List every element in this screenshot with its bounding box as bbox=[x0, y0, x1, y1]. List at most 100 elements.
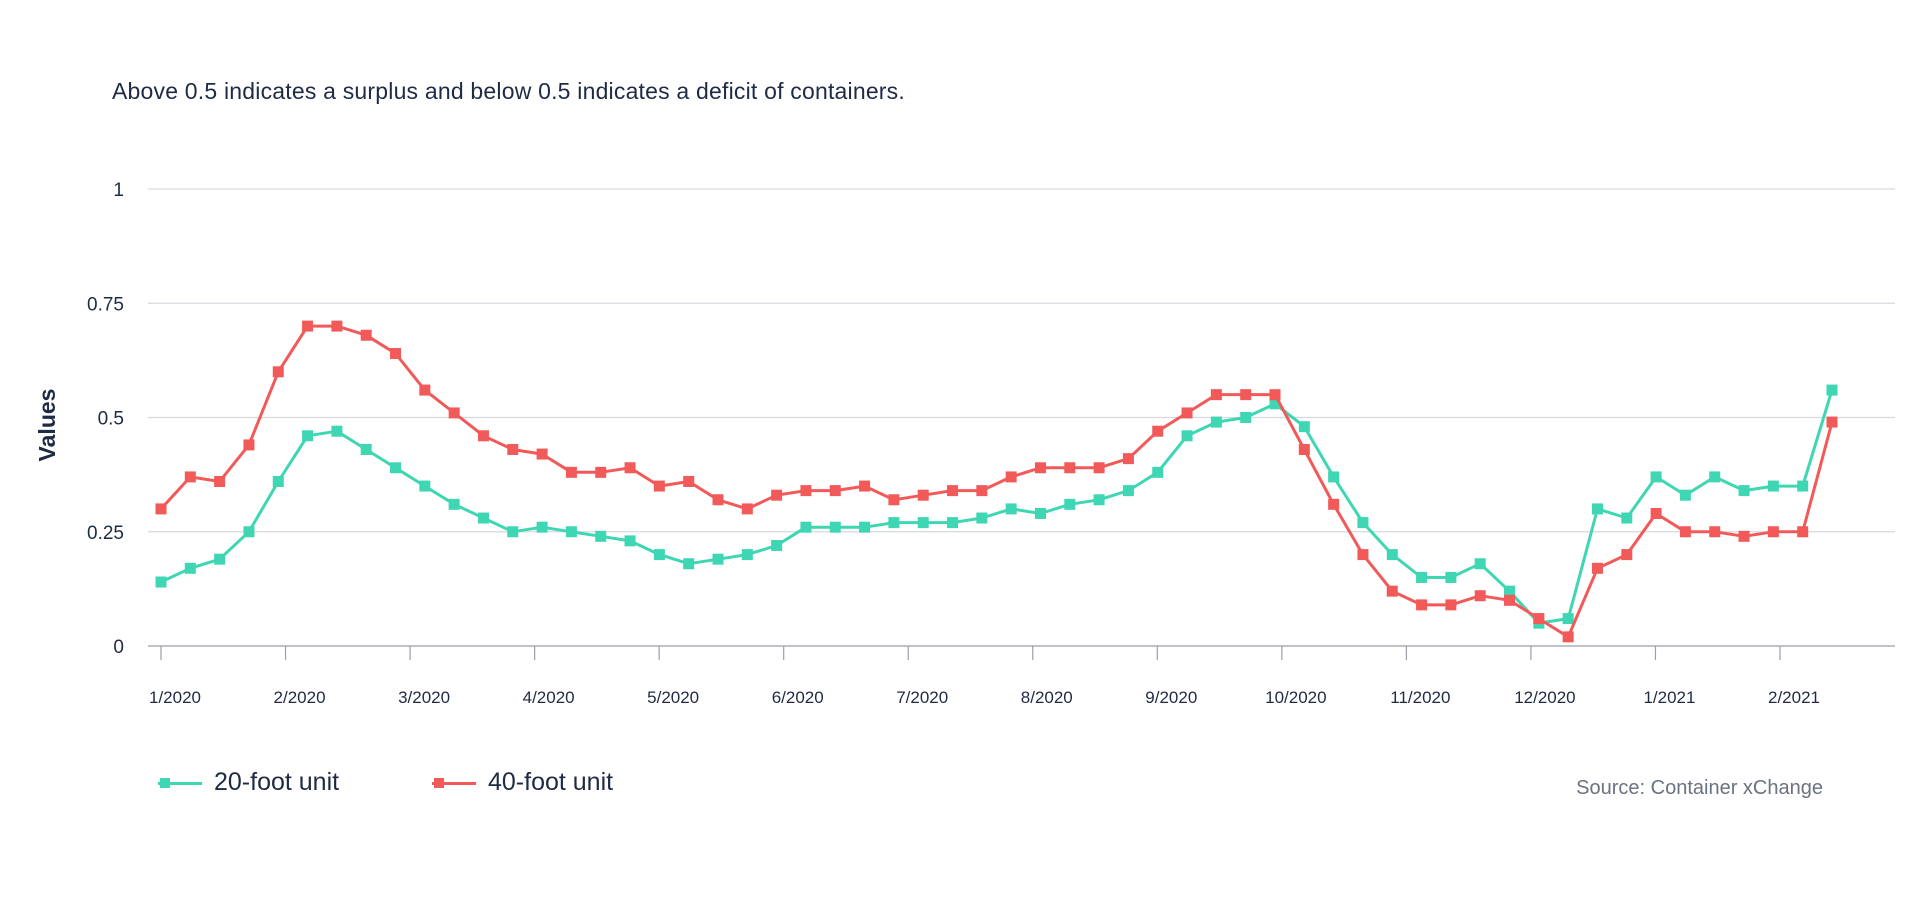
data-point-40-foot[interactable] bbox=[624, 462, 636, 474]
data-point-40-foot[interactable] bbox=[1298, 443, 1310, 455]
data-point-40-foot[interactable] bbox=[1562, 631, 1574, 643]
data-point-40-foot[interactable] bbox=[214, 475, 226, 487]
data-point-20-foot[interactable] bbox=[1767, 480, 1779, 492]
data-point-20-foot[interactable] bbox=[683, 558, 695, 570]
data-point-20-foot[interactable] bbox=[1591, 503, 1603, 515]
data-point-20-foot[interactable] bbox=[1152, 466, 1164, 478]
data-point-40-foot[interactable] bbox=[683, 475, 695, 487]
data-point-40-foot[interactable] bbox=[243, 439, 255, 451]
legend-item-20-foot[interactable]: 20-foot unit bbox=[158, 768, 339, 797]
data-point-20-foot[interactable] bbox=[859, 521, 871, 533]
data-point-20-foot[interactable] bbox=[1709, 471, 1721, 483]
data-point-20-foot[interactable] bbox=[1210, 416, 1222, 428]
data-point-40-foot[interactable] bbox=[1826, 416, 1838, 428]
data-point-20-foot[interactable] bbox=[302, 430, 314, 442]
data-point-40-foot[interactable] bbox=[1445, 599, 1457, 611]
data-point-40-foot[interactable] bbox=[1709, 526, 1721, 538]
data-point-20-foot[interactable] bbox=[917, 517, 929, 529]
data-point-40-foot[interactable] bbox=[1533, 613, 1545, 625]
data-point-20-foot[interactable] bbox=[1298, 421, 1310, 433]
data-point-20-foot[interactable] bbox=[1005, 503, 1017, 515]
data-point-20-foot[interactable] bbox=[1797, 480, 1809, 492]
data-point-40-foot[interactable] bbox=[1034, 462, 1046, 474]
data-point-40-foot[interactable] bbox=[507, 443, 519, 455]
data-point-20-foot[interactable] bbox=[419, 480, 431, 492]
data-point-40-foot[interactable] bbox=[1474, 590, 1486, 602]
data-point-40-foot[interactable] bbox=[1797, 526, 1809, 538]
data-point-40-foot[interactable] bbox=[829, 485, 841, 497]
data-point-20-foot[interactable] bbox=[976, 512, 988, 524]
data-point-20-foot[interactable] bbox=[1181, 430, 1193, 442]
data-point-40-foot[interactable] bbox=[1357, 549, 1369, 561]
data-point-40-foot[interactable] bbox=[565, 466, 577, 478]
data-point-40-foot[interactable] bbox=[1650, 507, 1662, 519]
data-point-40-foot[interactable] bbox=[1386, 585, 1398, 597]
data-point-40-foot[interactable] bbox=[1152, 425, 1164, 437]
data-point-20-foot[interactable] bbox=[390, 462, 402, 474]
data-point-20-foot[interactable] bbox=[360, 443, 372, 455]
data-point-40-foot[interactable] bbox=[360, 329, 372, 341]
data-point-40-foot[interactable] bbox=[155, 503, 167, 515]
data-point-20-foot[interactable] bbox=[712, 553, 724, 565]
data-point-20-foot[interactable] bbox=[184, 562, 196, 574]
data-point-20-foot[interactable] bbox=[1328, 471, 1340, 483]
data-point-20-foot[interactable] bbox=[1034, 507, 1046, 519]
data-point-40-foot[interactable] bbox=[1181, 407, 1193, 419]
data-point-20-foot[interactable] bbox=[947, 517, 959, 529]
data-point-40-foot[interactable] bbox=[888, 494, 900, 506]
data-point-40-foot[interactable] bbox=[1504, 594, 1516, 606]
data-point-20-foot[interactable] bbox=[1679, 489, 1691, 501]
data-point-40-foot[interactable] bbox=[448, 407, 460, 419]
data-point-40-foot[interactable] bbox=[771, 489, 783, 501]
data-point-20-foot[interactable] bbox=[1826, 384, 1838, 396]
data-point-20-foot[interactable] bbox=[1416, 571, 1428, 583]
data-point-20-foot[interactable] bbox=[1240, 412, 1252, 423]
data-point-20-foot[interactable] bbox=[1504, 585, 1516, 597]
data-point-20-foot[interactable] bbox=[888, 517, 900, 529]
data-point-40-foot[interactable] bbox=[1122, 453, 1134, 465]
data-point-40-foot[interactable] bbox=[1093, 462, 1105, 474]
data-point-40-foot[interactable] bbox=[1679, 526, 1691, 538]
data-point-40-foot[interactable] bbox=[976, 485, 988, 497]
data-point-40-foot[interactable] bbox=[302, 320, 314, 332]
data-point-20-foot[interactable] bbox=[214, 553, 226, 565]
data-point-20-foot[interactable] bbox=[448, 498, 460, 510]
data-point-40-foot[interactable] bbox=[390, 348, 402, 360]
data-point-40-foot[interactable] bbox=[1591, 562, 1603, 574]
data-point-40-foot[interactable] bbox=[800, 485, 812, 497]
data-point-20-foot[interactable] bbox=[1269, 398, 1281, 410]
data-point-40-foot[interactable] bbox=[331, 320, 343, 332]
data-point-20-foot[interactable] bbox=[800, 521, 812, 533]
data-point-40-foot[interactable] bbox=[653, 480, 665, 492]
data-point-40-foot[interactable] bbox=[1328, 498, 1340, 510]
data-point-40-foot[interactable] bbox=[477, 430, 489, 442]
data-point-20-foot[interactable] bbox=[1445, 571, 1457, 583]
data-point-40-foot[interactable] bbox=[1064, 462, 1076, 474]
data-point-20-foot[interactable] bbox=[829, 521, 841, 533]
data-point-40-foot[interactable] bbox=[1767, 526, 1779, 538]
data-point-40-foot[interactable] bbox=[419, 384, 431, 396]
data-point-20-foot[interactable] bbox=[1474, 558, 1486, 570]
data-point-20-foot[interactable] bbox=[1093, 494, 1105, 506]
data-point-40-foot[interactable] bbox=[1210, 389, 1222, 401]
data-point-20-foot[interactable] bbox=[624, 535, 636, 547]
data-point-20-foot[interactable] bbox=[1064, 498, 1076, 510]
data-point-40-foot[interactable] bbox=[712, 494, 724, 506]
legend-item-40-foot[interactable]: 40-foot unit bbox=[432, 768, 613, 797]
data-point-20-foot[interactable] bbox=[1650, 471, 1662, 483]
data-point-20-foot[interactable] bbox=[1562, 613, 1574, 625]
data-point-20-foot[interactable] bbox=[771, 539, 783, 551]
data-point-40-foot[interactable] bbox=[595, 466, 607, 478]
data-point-20-foot[interactable] bbox=[272, 475, 284, 487]
data-point-20-foot[interactable] bbox=[1386, 549, 1398, 561]
data-point-40-foot[interactable] bbox=[1269, 389, 1281, 401]
data-point-40-foot[interactable] bbox=[184, 471, 196, 483]
data-point-20-foot[interactable] bbox=[507, 526, 519, 538]
data-point-20-foot[interactable] bbox=[653, 549, 665, 561]
data-point-20-foot[interactable] bbox=[1357, 517, 1369, 529]
data-point-40-foot[interactable] bbox=[1416, 599, 1428, 611]
data-point-20-foot[interactable] bbox=[1621, 512, 1633, 524]
data-point-20-foot[interactable] bbox=[243, 526, 255, 538]
data-point-40-foot[interactable] bbox=[741, 503, 753, 515]
data-point-20-foot[interactable] bbox=[565, 526, 577, 538]
